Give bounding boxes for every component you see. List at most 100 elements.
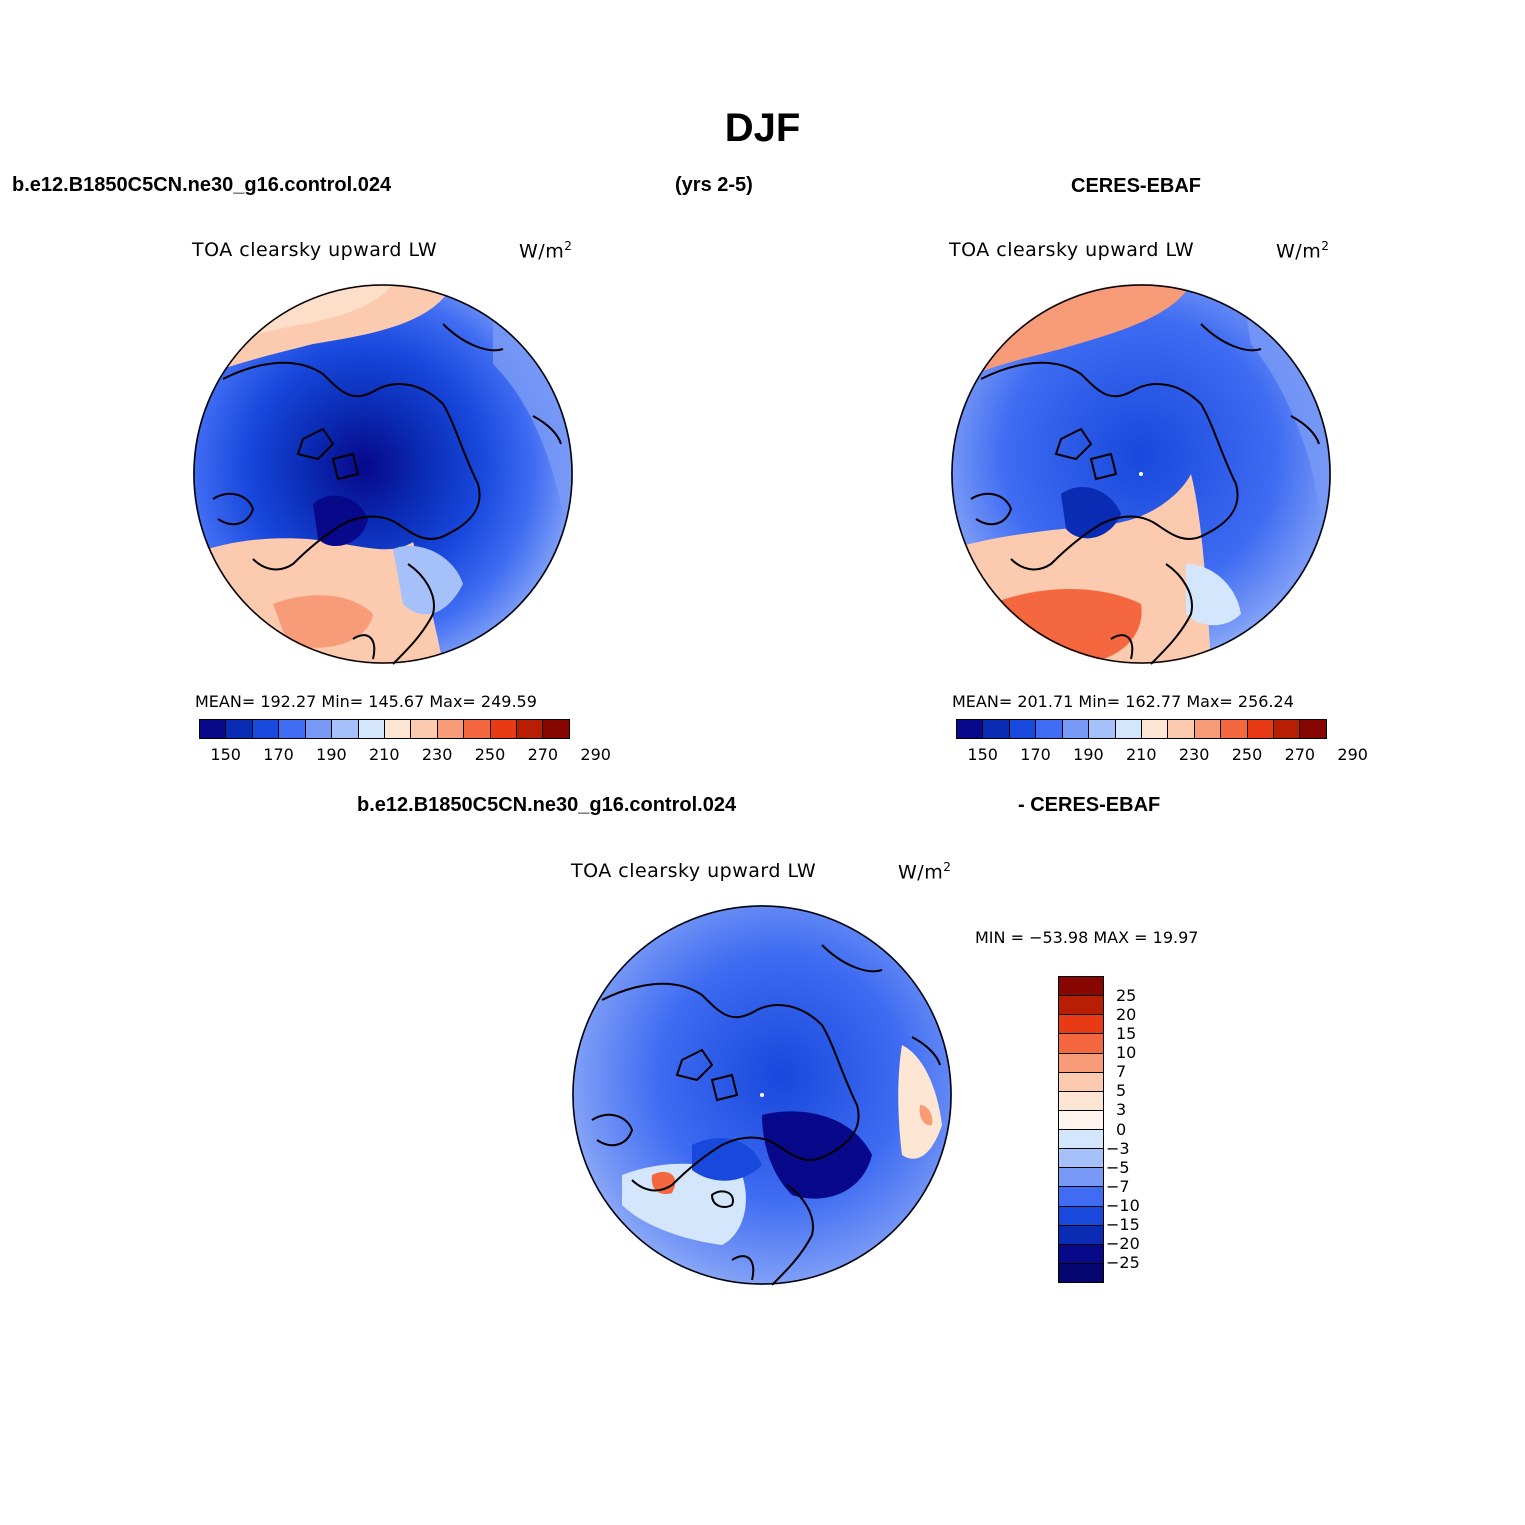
colorbar-swatch <box>332 720 359 738</box>
colorbar-swatch <box>1247 720 1275 738</box>
colorbar-swatch <box>983 720 1010 738</box>
colorbar-swatch <box>226 720 253 738</box>
obs-light-europe <box>1186 564 1241 626</box>
colorbar-swatch <box>411 720 438 738</box>
colorbar-tick-label: 210 <box>1126 745 1157 764</box>
model-colorbar <box>199 719 570 739</box>
diff-stats: MIN = −53.98 MAX = 19.97 <box>975 928 1199 947</box>
model-light-europe <box>393 545 463 615</box>
diff-units-label: W/m2 <box>898 860 952 884</box>
colorbar-tick-label: 230 <box>421 745 453 764</box>
diff-obs-name: - CERES-EBAF <box>1018 794 1161 816</box>
diff-coastlines <box>591 944 941 1286</box>
colorbar-swatch <box>1059 1187 1103 1207</box>
colorbar-swatch <box>1059 1015 1103 1035</box>
diff-case-name: b.e12.B1850C5CN.ne30_g16.control.024 <box>357 794 737 816</box>
colorbar-tick-label: 0 <box>1116 1119 1127 1139</box>
colorbar-swatch <box>1089 720 1116 738</box>
model-polar-map <box>193 284 573 665</box>
diff-moderate-negative-band <box>692 1137 762 1181</box>
colorbar-tick-label: 270 <box>527 745 559 764</box>
colorbar-swatch <box>1059 1263 1103 1282</box>
colorbar-swatch <box>517 720 544 738</box>
colorbar-swatch <box>1059 1034 1103 1054</box>
colorbar-tick-label: 7 <box>1116 1062 1127 1082</box>
obs-units-label: W/m2 <box>1276 239 1330 263</box>
colorbar-swatch <box>1009 720 1037 738</box>
case-name-top: b.e12.B1850C5CN.ne30_g16.control.024 <box>12 174 392 196</box>
colorbar-tick-label: 25 <box>1116 986 1137 1006</box>
colorbar-swatch <box>1059 1168 1103 1188</box>
colorbar-tick-label: 5 <box>1116 1081 1127 1101</box>
obs-variable-label: TOA clearsky upward LW <box>949 239 1195 261</box>
colorbar-swatch <box>1059 1053 1103 1073</box>
colorbar-swatch <box>200 720 227 738</box>
colorbar-tick-label: −20 <box>1106 1233 1140 1253</box>
colorbar-tick-label: 170 <box>1020 745 1051 764</box>
obs-light-band-east <box>1221 284 1331 664</box>
colorbar-tick-label: 230 <box>1178 745 1210 764</box>
colorbar-swatch <box>1059 1110 1103 1130</box>
colorbar-tick-label: 190 <box>316 745 347 764</box>
diff-map-border <box>572 905 952 1285</box>
colorbar-tick-label: 290 <box>580 745 611 764</box>
model-map-border <box>193 284 573 664</box>
colorbar-swatch <box>384 720 412 738</box>
colorbar-swatch <box>1300 720 1326 738</box>
colorbar-tick-label: −15 <box>1106 1214 1140 1234</box>
colorbar-swatch <box>1059 1225 1103 1245</box>
diff-strong-negative-north-atlantic <box>762 1111 872 1199</box>
colorbar-tick-label: −25 <box>1106 1252 1140 1272</box>
colorbar-swatch <box>358 720 385 738</box>
obs-core-greenland <box>1061 486 1121 539</box>
colorbar-swatch <box>252 720 280 738</box>
colorbar-swatch <box>957 720 984 738</box>
model-warm-region-atlantic-core <box>273 595 373 648</box>
diff-pole-marker <box>760 1093 764 1097</box>
colorbar-tick-label: 190 <box>1073 745 1104 764</box>
diff-positive-greenland-edge <box>651 1171 676 1195</box>
colorbar-swatch <box>1059 1072 1103 1092</box>
colorbar-tick-label: 170 <box>263 745 294 764</box>
model-units-label: W/m2 <box>519 239 573 263</box>
years-label: (yrs 2-5) <box>675 174 753 196</box>
colorbar-swatch <box>437 720 465 738</box>
colorbar-tick-label: 15 <box>1116 1024 1137 1044</box>
obs-name-top: CERES-EBAF <box>1071 175 1202 197</box>
colorbar-swatch <box>1059 996 1103 1016</box>
colorbar-tick-label: −7 <box>1106 1176 1130 1196</box>
diff-polar-map <box>572 905 952 1286</box>
colorbar-tick-label: 270 <box>1284 745 1316 764</box>
colorbar-swatch <box>464 720 491 738</box>
diff-positive-east-core <box>919 1105 933 1126</box>
obs-coastlines <box>970 323 1320 665</box>
colorbar-swatch <box>1194 720 1222 738</box>
colorbar-swatch <box>305 720 333 738</box>
colorbar-tick-label: 150 <box>967 745 998 764</box>
colorbar-swatch <box>1221 720 1248 738</box>
diff-variable-label: TOA clearsky upward LW <box>571 860 817 882</box>
colorbar-tick-label: 250 <box>1231 745 1263 764</box>
obs-polar-map <box>951 284 1331 665</box>
colorbar-tick-label: 3 <box>1116 1100 1127 1120</box>
colorbar-tick-label: 10 <box>1116 1043 1137 1063</box>
colorbar-swatch <box>1115 720 1142 738</box>
colorbar-tick-label: 20 <box>1116 1005 1137 1025</box>
figure-title: DJF <box>724 106 801 150</box>
colorbar-tick-label: 250 <box>474 745 506 764</box>
colorbar-tick-label: −10 <box>1106 1195 1140 1215</box>
model-variable-label: TOA clearsky upward LW <box>192 239 438 261</box>
obs-stats: MEAN= 201.71 Min= 162.77 Max= 256.24 <box>952 692 1294 711</box>
colorbar-swatch <box>1059 1149 1103 1169</box>
model-stats: MEAN= 192.27 Min= 145.67 Max= 249.59 <box>195 692 537 711</box>
colorbar-swatch <box>1036 720 1063 738</box>
colorbar-tick-label: 290 <box>1337 745 1368 764</box>
colorbar-tick-label: −5 <box>1106 1157 1130 1177</box>
obs-colorbar <box>956 719 1327 739</box>
obs-map-border <box>951 284 1331 664</box>
model-coastlines <box>212 323 562 665</box>
colorbar-tick-label: 210 <box>369 745 400 764</box>
colorbar-tick-label: −3 <box>1106 1138 1130 1158</box>
colorbar-swatch <box>1141 720 1169 738</box>
colorbar-swatch <box>1168 720 1195 738</box>
